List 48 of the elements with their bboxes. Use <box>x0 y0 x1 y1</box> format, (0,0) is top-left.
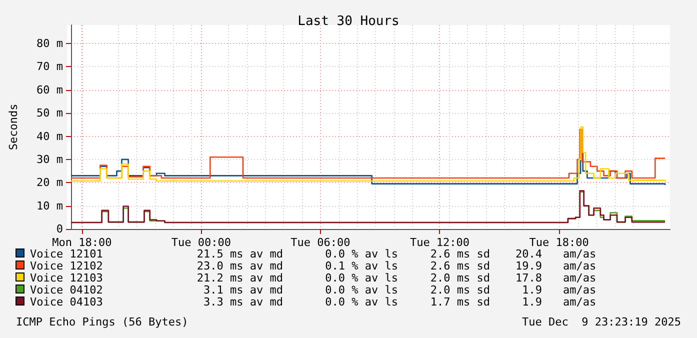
x-tick-label: Mon 18:00 <box>52 236 112 249</box>
text: 23.0 ms av md <box>196 260 283 272</box>
legend-label: Voice 12103 <box>30 272 103 284</box>
x-tick-label: Tue 00:00 <box>171 236 232 249</box>
text: 2.6 ms sd <box>430 260 490 272</box>
text: 1.7 ms sd <box>430 296 490 308</box>
text: 2.6 ms sd <box>430 248 490 260</box>
text: 2.0 ms sd <box>430 284 490 296</box>
text: am/as <box>563 260 596 272</box>
text: 1.9 <box>522 296 542 308</box>
text: 19.9 <box>516 260 542 272</box>
text: 21.2 ms av md <box>196 272 283 284</box>
x-tick-label: Tue 18:00 <box>529 236 589 249</box>
text: 3.3 ms av md <box>204 296 283 308</box>
legend-label: Voice 04103 <box>30 296 103 308</box>
text: 3.1 ms av md <box>204 284 283 296</box>
text: am/as <box>563 248 596 260</box>
text: 0.0 % av ls <box>325 248 398 260</box>
text: 20.4 <box>516 248 542 260</box>
y-axis-title: Seconds <box>7 104 20 150</box>
y-tick-label: 0 <box>56 222 63 236</box>
legend-label: Voice 04102 <box>30 284 103 296</box>
y-tick-label: 30 m <box>36 152 64 166</box>
text: 1.9 <box>522 284 542 296</box>
legend-label: Voice 12102 <box>30 260 103 272</box>
y-tick-label: 60 m <box>36 83 64 96</box>
text: 0.0 % av ls <box>325 272 398 284</box>
y-tick-label: 40 m <box>36 130 64 143</box>
x-tick-label: Tue 06:00 <box>290 236 350 249</box>
text: am/as <box>563 284 596 296</box>
text: Tue Dec 9 23:23:19 2025 <box>522 316 681 328</box>
legend-label: Voice 12101 <box>30 248 103 260</box>
y-tick-label: 20 m <box>36 176 64 190</box>
x-tick-label: Tue 12:00 <box>410 236 470 249</box>
text: am/as <box>563 272 596 284</box>
text: 0.1 % av ls <box>325 260 398 272</box>
y-tick-label: 80 m <box>36 37 64 50</box>
text: 17.8 <box>516 272 542 284</box>
text: 0.0 % av ls <box>325 284 398 296</box>
text: 2.0 ms sd <box>430 272 490 284</box>
text: 21.5 ms av md <box>196 248 283 260</box>
text: ICMP Echo Pings (56 Bytes) <box>16 316 188 328</box>
text: am/as <box>563 296 596 308</box>
y-tick-label: 70 m <box>36 60 64 74</box>
chart-title: Last 30 Hours <box>298 14 400 29</box>
y-tick-label: 50 m <box>36 106 64 120</box>
text: 0.0 % av ls <box>325 296 398 308</box>
y-tick-label: 10 m <box>36 199 64 212</box>
